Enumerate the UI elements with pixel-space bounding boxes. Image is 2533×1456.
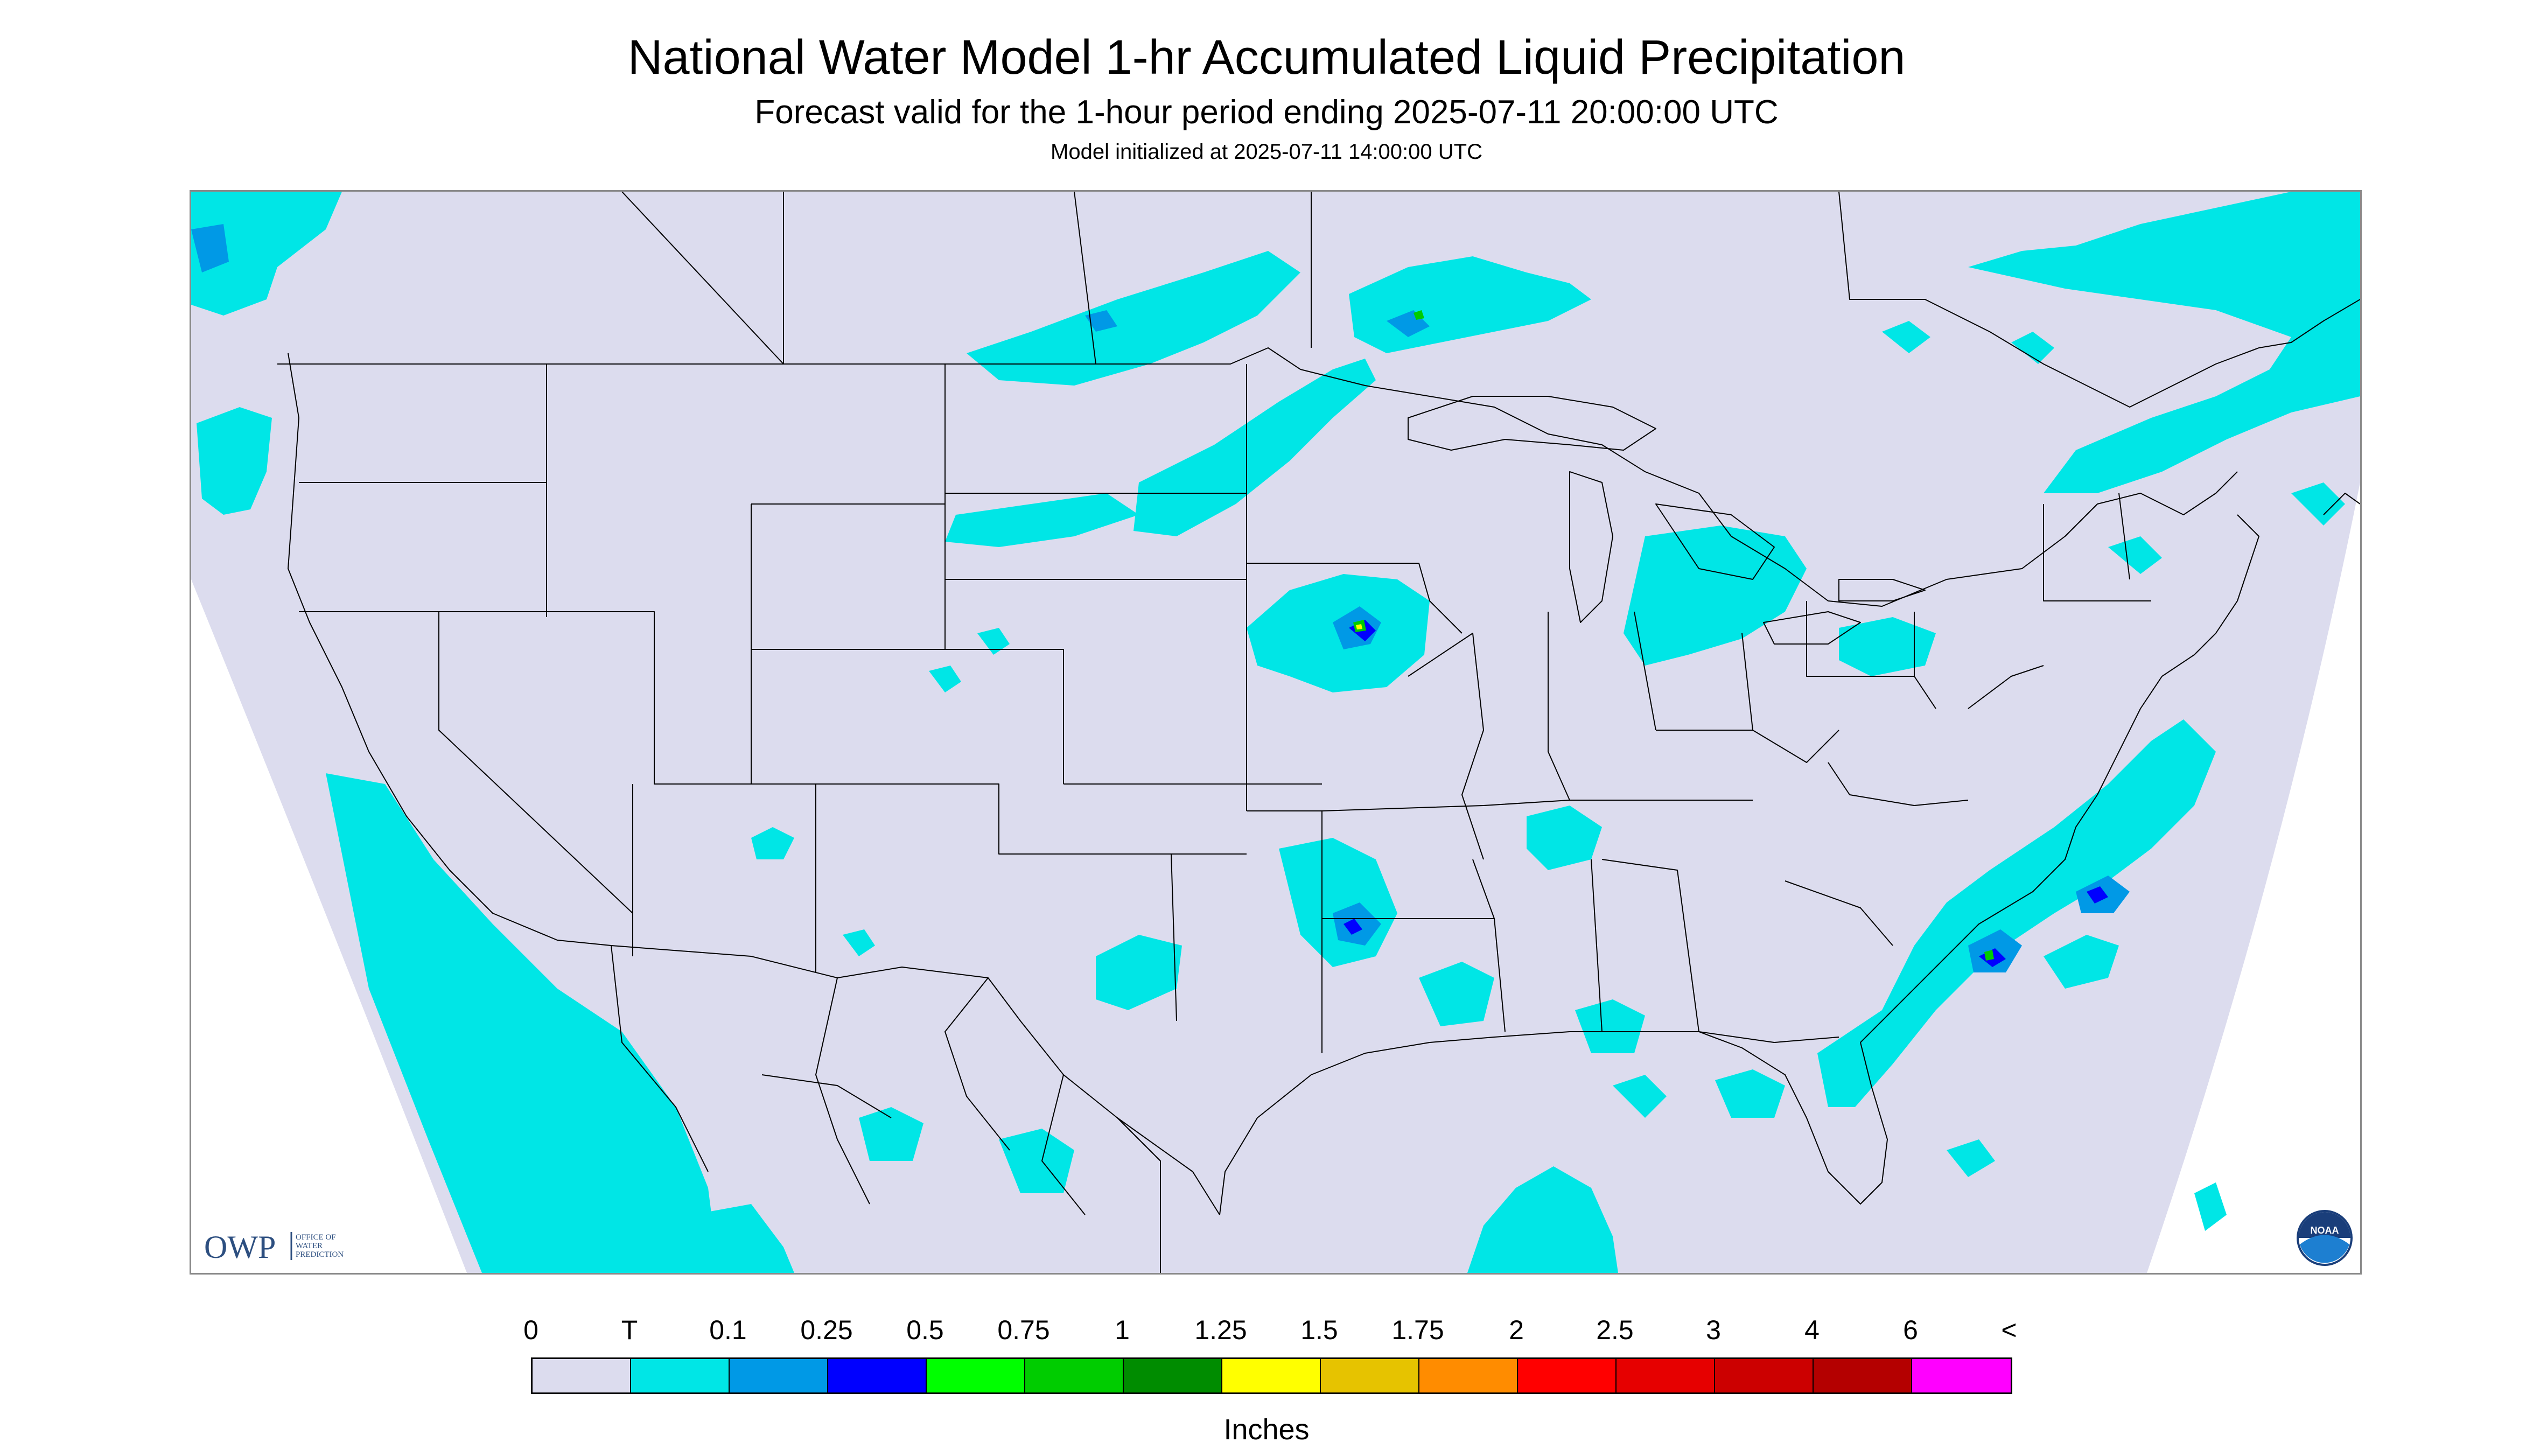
legend-swatch: [1321, 1359, 1419, 1392]
svg-text:OWP: OWP: [204, 1229, 276, 1265]
owp-logo: OWP OFFICE OF WATER PREDICTION: [204, 1229, 344, 1265]
map-canvas: OWP OFFICE OF WATER PREDICTION NOAA: [191, 192, 2360, 1273]
legend-labels: 0 T 0.1 0.25 0.5 0.75 1 1.25 1.5 1.75 2 …: [523, 1315, 2019, 1349]
model-domain: [191, 192, 2360, 1273]
legend-label: 1.75: [1391, 1315, 1444, 1345]
legend-label: <: [2001, 1315, 2017, 1345]
precip-very-heavy-areas: [1356, 624, 1362, 629]
state-boundaries: [277, 192, 2360, 1273]
map-title: National Water Model 1-hr Accumulated Li…: [627, 31, 1906, 85]
legend-swatch: [1025, 1359, 1124, 1392]
precip-color-scale: [531, 1357, 2012, 1394]
legend-swatch: [533, 1359, 631, 1392]
legend-label: 0: [523, 1315, 538, 1345]
legend-label: 1.5: [1300, 1315, 1338, 1345]
svg-text:NOAA: NOAA: [2311, 1225, 2339, 1236]
legend-swatch: [927, 1359, 1025, 1392]
svg-text:OFFICE OF: OFFICE OF: [296, 1233, 336, 1242]
svg-text:WATER: WATER: [296, 1242, 323, 1250]
legend-swatch: [631, 1359, 730, 1392]
legend-label: T: [621, 1315, 638, 1345]
forecast-valid-subtitle: Forecast valid for the 1-hour period end…: [754, 94, 1779, 131]
legend-label: 2: [1509, 1315, 1524, 1345]
legend-label: 0.1: [709, 1315, 747, 1345]
legend-label: 0.25: [800, 1315, 853, 1345]
legend-swatch: [1814, 1359, 1912, 1392]
legend-swatch: [1715, 1359, 1814, 1392]
legend-swatch: [1518, 1359, 1617, 1392]
svg-text:PREDICTION: PREDICTION: [296, 1250, 344, 1259]
precipitation-map: OWP OFFICE OF WATER PREDICTION NOAA: [190, 190, 2362, 1275]
legend-swatch: [1617, 1359, 1715, 1392]
legend-label: 2.5: [1596, 1315, 1634, 1345]
legend-swatch: [1419, 1359, 1518, 1392]
legend-swatch: [730, 1359, 828, 1392]
legend-swatch: [1222, 1359, 1321, 1392]
legend-label: 0.5: [906, 1315, 944, 1345]
legend-label: 6: [1903, 1315, 1918, 1345]
legend-label: 1.25: [1194, 1315, 1247, 1345]
noaa-logo: NOAA: [2297, 1210, 2353, 1266]
legend-label: 0.75: [997, 1315, 1050, 1345]
legend-label: 1: [1115, 1315, 1130, 1345]
legend-swatch: [1912, 1359, 2011, 1392]
legend-label: 3: [1706, 1315, 1721, 1345]
legend-unit-label: Inches: [1223, 1413, 1310, 1446]
legend-swatch: [1124, 1359, 1222, 1392]
model-init-time: Model initialized at 2025-07-11 14:00:00…: [1051, 140, 1482, 164]
legend-label: 4: [1804, 1315, 1820, 1345]
legend-swatch: [828, 1359, 927, 1392]
